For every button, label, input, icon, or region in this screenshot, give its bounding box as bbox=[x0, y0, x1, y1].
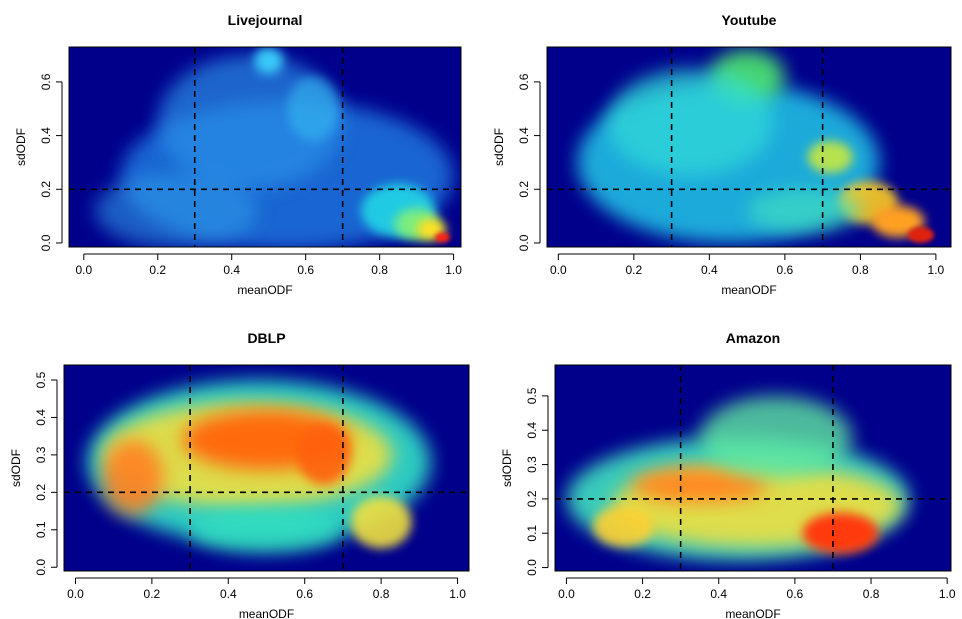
x-tick-label: 0.2 bbox=[625, 263, 642, 277]
x-axis-label: meanODF bbox=[239, 607, 294, 619]
panel-title: Youtube bbox=[722, 12, 777, 28]
x-tick-label: 0.4 bbox=[710, 587, 727, 601]
density-blob bbox=[593, 505, 654, 547]
panel-amazon: Amazon 0.0 0.2 0.4 0.6 0.8 1.0 meanODF 0.0 0.1 0.2… bbox=[500, 330, 956, 619]
x-tick-label: 1.0 bbox=[449, 587, 466, 601]
x-tick-label: 0.8 bbox=[852, 263, 869, 277]
y-tick-label: 0.1 bbox=[525, 525, 539, 542]
heatmap-area bbox=[547, 47, 951, 247]
y-tick-label: 0.3 bbox=[525, 456, 539, 473]
x-tick-label: 1.0 bbox=[939, 587, 956, 601]
x-tick-label: 1.0 bbox=[928, 263, 945, 277]
y-axis-label: sdODF bbox=[9, 449, 23, 487]
density-blob bbox=[94, 173, 258, 247]
y-tick-label: 0.4 bbox=[517, 127, 531, 144]
x-tick-label: 0.6 bbox=[296, 587, 313, 601]
x-tick-label: 0.0 bbox=[550, 263, 567, 277]
heatmap-area bbox=[69, 47, 461, 247]
panel-livejournal: Livejournal 0.0 0.2 0.4 0.6 0.8 1.0 meanODF 0.0 0… bbox=[14, 12, 462, 297]
plot-frame bbox=[554, 364, 952, 572]
x-tick-label: 0.2 bbox=[144, 587, 161, 601]
plot-frame bbox=[68, 46, 462, 248]
density-blob bbox=[435, 232, 450, 243]
density-blob bbox=[287, 76, 339, 141]
x-tick-label: 0.0 bbox=[558, 587, 575, 601]
density-blob bbox=[253, 47, 284, 74]
x-axis-label: meanODF bbox=[725, 607, 780, 619]
y-tick-label: 0.4 bbox=[39, 127, 53, 144]
panel-youtube: Youtube 0.0 0.2 0.4 0.6 0.8 1.0 meanODF 0.0 0.2 0.… bbox=[492, 12, 952, 297]
y-tick-label: 0.2 bbox=[517, 181, 531, 198]
x-tick-label: 0.4 bbox=[701, 263, 718, 277]
y-tick-label: 0.3 bbox=[34, 446, 48, 463]
heatmap-area bbox=[64, 365, 469, 571]
panel-title: Amazon bbox=[726, 330, 780, 346]
heatmap-area bbox=[555, 365, 951, 571]
x-tick-label: 0.4 bbox=[220, 587, 237, 601]
density-blob bbox=[607, 68, 774, 176]
density-blob bbox=[907, 226, 935, 243]
y-tick-label: 0.5 bbox=[34, 371, 48, 388]
y-tick-label: 0.4 bbox=[34, 409, 48, 426]
panel-title: DBLP bbox=[247, 330, 285, 346]
y-tick-label: 0.1 bbox=[34, 521, 48, 538]
x-axis-label: meanODF bbox=[721, 283, 776, 297]
x-tick-label: 0.6 bbox=[787, 587, 804, 601]
density-blob bbox=[350, 496, 412, 549]
y-tick-label: 0.0 bbox=[517, 234, 531, 251]
y-tick-label: 0.0 bbox=[34, 559, 48, 576]
x-tick-label: 0.6 bbox=[297, 263, 314, 277]
density-blob bbox=[802, 512, 879, 554]
x-axis-label: meanODF bbox=[237, 283, 292, 297]
x-tick-label: 0.2 bbox=[149, 263, 166, 277]
y-axis-label: sdODF bbox=[14, 128, 28, 166]
y-axis-label: sdODF bbox=[500, 449, 514, 487]
x-tick-label: 0.2 bbox=[634, 587, 651, 601]
x-tick-label: 1.0 bbox=[445, 263, 462, 277]
y-tick-label: 0.0 bbox=[525, 559, 539, 576]
panel-dblp: DBLP 0.0 0.2 0.4 0.6 0.8 1.0 meanODF 0.0 0.1 0.2 0.… bbox=[9, 330, 470, 619]
x-tick-label: 0.4 bbox=[223, 263, 240, 277]
y-tick-label: 0.4 bbox=[525, 422, 539, 439]
density-blob bbox=[747, 189, 861, 233]
plot-frame bbox=[63, 364, 470, 572]
x-tick-label: 0.0 bbox=[67, 587, 84, 601]
x-tick-label: 0.8 bbox=[863, 587, 880, 601]
y-tick-label: 0.2 bbox=[39, 181, 53, 198]
panel-title: Livejournal bbox=[228, 12, 303, 28]
y-tick-label: 0.2 bbox=[525, 490, 539, 507]
x-tick-label: 0.8 bbox=[373, 587, 390, 601]
x-tick-label: 0.8 bbox=[371, 263, 388, 277]
y-tick-label: 0.5 bbox=[525, 387, 539, 404]
density-blob bbox=[807, 140, 853, 174]
y-tick-label: 0.2 bbox=[34, 484, 48, 501]
density-blob bbox=[631, 468, 769, 503]
x-tick-label: 0.0 bbox=[75, 263, 92, 277]
y-tick-label: 0.0 bbox=[39, 234, 53, 251]
plot-frame bbox=[546, 46, 952, 248]
density-blob bbox=[699, 395, 852, 479]
x-tick-label: 0.6 bbox=[777, 263, 794, 277]
y-axis-label: sdODF bbox=[492, 128, 506, 166]
y-tick-label: 0.6 bbox=[39, 73, 53, 90]
density-blob bbox=[297, 424, 351, 485]
density-blob bbox=[190, 507, 343, 553]
density-blob bbox=[102, 439, 164, 515]
y-tick-label: 0.6 bbox=[517, 73, 531, 90]
